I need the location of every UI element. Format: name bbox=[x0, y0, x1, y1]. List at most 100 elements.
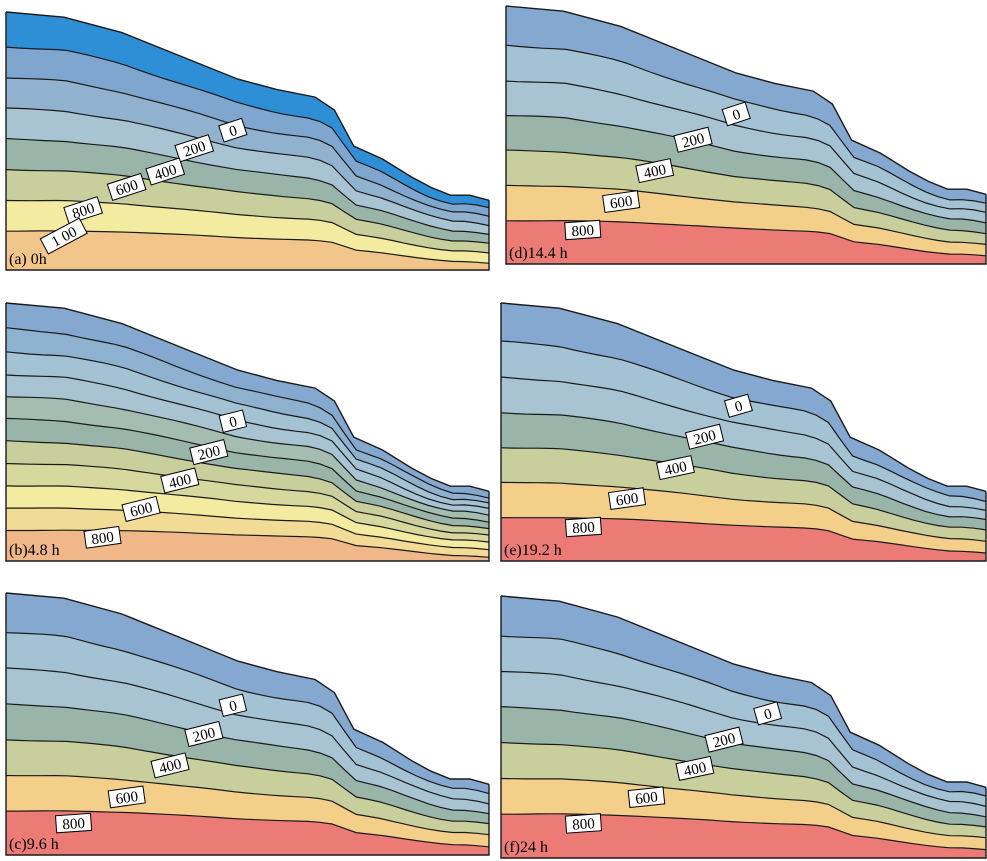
contour-line bbox=[6, 739, 489, 825]
contour-line bbox=[501, 706, 986, 818]
contour-label: 200 bbox=[673, 126, 713, 153]
contour-band bbox=[6, 530, 489, 561]
contour-band bbox=[6, 418, 489, 529]
contour-label-box bbox=[704, 726, 744, 753]
contour-line bbox=[6, 507, 489, 551]
contour-label: 800 bbox=[54, 812, 93, 834]
contour-label: 0 bbox=[218, 409, 248, 433]
contour-label: 200 bbox=[189, 439, 229, 466]
contour-label-box bbox=[675, 755, 715, 781]
contour-label: 600 bbox=[121, 495, 161, 523]
contour-label-box bbox=[63, 196, 104, 225]
contour-line bbox=[6, 374, 489, 509]
contour-label-box bbox=[218, 693, 248, 717]
contour-label-text: 800 bbox=[62, 816, 86, 834]
contour-field bbox=[6, 303, 489, 561]
panel-frame bbox=[5, 12, 490, 271]
contour-field bbox=[501, 596, 986, 858]
contour-band bbox=[501, 596, 986, 796]
contour-band bbox=[506, 150, 986, 245]
contour-line bbox=[6, 169, 489, 244]
contour-band bbox=[6, 303, 489, 499]
contour-band bbox=[506, 81, 986, 223]
contour-line bbox=[501, 670, 986, 807]
contour-label: 400 bbox=[656, 455, 695, 481]
contour-line bbox=[501, 376, 986, 511]
contour-band bbox=[501, 303, 986, 502]
contour-line bbox=[501, 635, 986, 797]
contour-label-box bbox=[54, 812, 93, 834]
contour-band bbox=[6, 739, 489, 835]
contour-label: 400 bbox=[160, 467, 200, 494]
contour-label: 200 bbox=[704, 726, 744, 753]
contour-line bbox=[6, 77, 489, 217]
contour-label-text: 400 bbox=[663, 459, 688, 479]
contour-label-text: 800 bbox=[70, 201, 96, 223]
contour-band bbox=[6, 12, 489, 208]
contour-label-box bbox=[607, 487, 647, 511]
contour-label: 200 bbox=[174, 134, 215, 163]
contour-band bbox=[6, 108, 489, 235]
contour-label-text: 600 bbox=[129, 500, 155, 521]
contour-label-text: 800 bbox=[571, 223, 595, 241]
contour-band bbox=[6, 351, 489, 509]
contour-band bbox=[506, 220, 986, 264]
contour-line bbox=[6, 462, 489, 536]
contour-band bbox=[6, 463, 489, 543]
contour-band bbox=[506, 45, 986, 213]
contour-label-text: 200 bbox=[692, 428, 718, 449]
contour-label-box bbox=[627, 786, 666, 809]
contour-label: 0 bbox=[721, 101, 751, 127]
contour-band bbox=[501, 706, 986, 827]
contour-label-box bbox=[145, 157, 186, 186]
contour-band bbox=[6, 703, 489, 824]
contour-line bbox=[6, 46, 489, 209]
contour-label-box bbox=[564, 813, 603, 834]
slope-surface-line bbox=[505, 5, 987, 195]
contour-field bbox=[6, 593, 489, 855]
contour-band bbox=[501, 341, 986, 511]
contour-line bbox=[6, 396, 489, 516]
contour-label: 600 bbox=[106, 172, 147, 202]
contour-label-box bbox=[83, 525, 122, 549]
contour-line bbox=[6, 107, 489, 227]
contour-label-box bbox=[150, 752, 190, 779]
contour-band bbox=[501, 377, 986, 520]
contour-label-text: 0 bbox=[228, 414, 239, 431]
contour-line bbox=[6, 440, 489, 530]
contour-label: 600 bbox=[627, 786, 666, 809]
contour-line bbox=[506, 44, 986, 204]
contour-band bbox=[6, 138, 489, 244]
contour-label-box bbox=[723, 393, 753, 418]
contour-line bbox=[6, 810, 489, 848]
contour-label-box bbox=[564, 219, 602, 241]
contour-label-text: 200 bbox=[711, 731, 737, 752]
contour-band bbox=[501, 447, 986, 542]
panel-frame bbox=[500, 596, 987, 859]
contour-label: 0 bbox=[218, 693, 248, 717]
contour-label-box bbox=[121, 495, 161, 523]
contour-label-box bbox=[656, 455, 695, 481]
contour-label-box bbox=[174, 134, 215, 163]
contour-label: 800 bbox=[564, 219, 602, 241]
contour-band bbox=[506, 115, 986, 234]
contour-band bbox=[501, 636, 986, 807]
contour-band bbox=[6, 78, 489, 226]
panel-label: (c)9.6 h bbox=[9, 836, 59, 853]
contour-label: 400 bbox=[635, 158, 675, 184]
contour-band bbox=[501, 813, 986, 858]
contour-label-text: 600 bbox=[609, 194, 634, 213]
contour-label-text: 400 bbox=[683, 760, 708, 780]
contour-band bbox=[6, 810, 489, 855]
panel-frame bbox=[5, 303, 490, 562]
contour-label-text: 600 bbox=[115, 789, 140, 808]
contour-band bbox=[6, 200, 489, 264]
contour-band bbox=[6, 396, 489, 523]
contour-label-text: 800 bbox=[90, 529, 115, 548]
contour-label: 800 bbox=[564, 516, 603, 537]
contour-label-text: 0 bbox=[228, 698, 239, 715]
contour-line bbox=[6, 137, 489, 235]
